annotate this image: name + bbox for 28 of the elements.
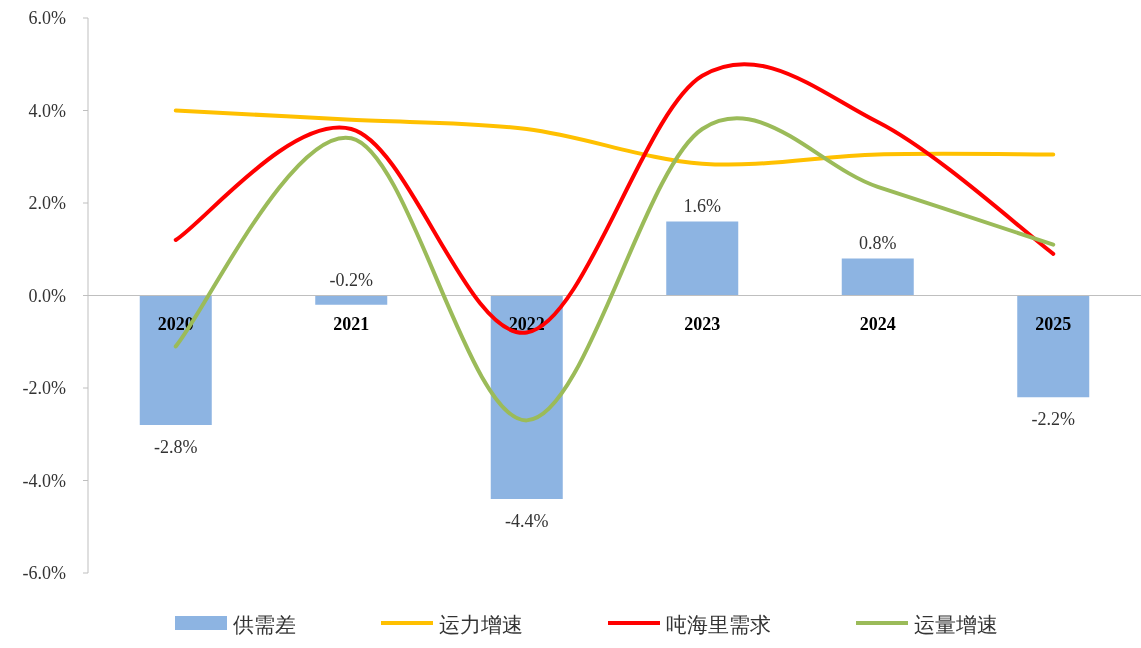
bar — [841, 258, 914, 296]
bar — [490, 295, 563, 499]
y-tick-label: -2.0% — [22, 378, 66, 398]
y-tick-label: -6.0% — [22, 563, 66, 583]
bar — [315, 295, 388, 305]
legend-label: 吨海里需求 — [666, 613, 771, 637]
x-tick-label: 2024 — [859, 313, 896, 334]
data-label: -0.2% — [329, 269, 373, 290]
y-tick-label: 2.0% — [28, 193, 66, 213]
y-tick-label: 4.0% — [28, 100, 66, 121]
x-tick-label: 2023 — [684, 313, 721, 334]
data-label: -2.2% — [1031, 409, 1075, 430]
y-tick-label: 0.0% — [28, 285, 66, 306]
x-tick-label: 2025 — [1035, 313, 1072, 334]
line-series — [173, 108, 1056, 167]
legend-label: 供需差 — [233, 613, 296, 637]
bar — [139, 295, 212, 425]
data-label: -4.4% — [505, 511, 549, 531]
y-tick-label: 6.0% — [28, 8, 66, 28]
x-tick-label: 2021 — [333, 313, 370, 334]
legend-label: 运力增速 — [439, 613, 523, 637]
bar — [666, 221, 739, 296]
bar — [1017, 295, 1090, 398]
y-tick-label: -4.0% — [22, 470, 66, 491]
legend-label: 运量增速 — [914, 613, 998, 637]
data-label: 1.6% — [683, 195, 721, 216]
data-label: 0.8% — [859, 232, 897, 253]
data-label: -2.8% — [154, 437, 198, 457]
